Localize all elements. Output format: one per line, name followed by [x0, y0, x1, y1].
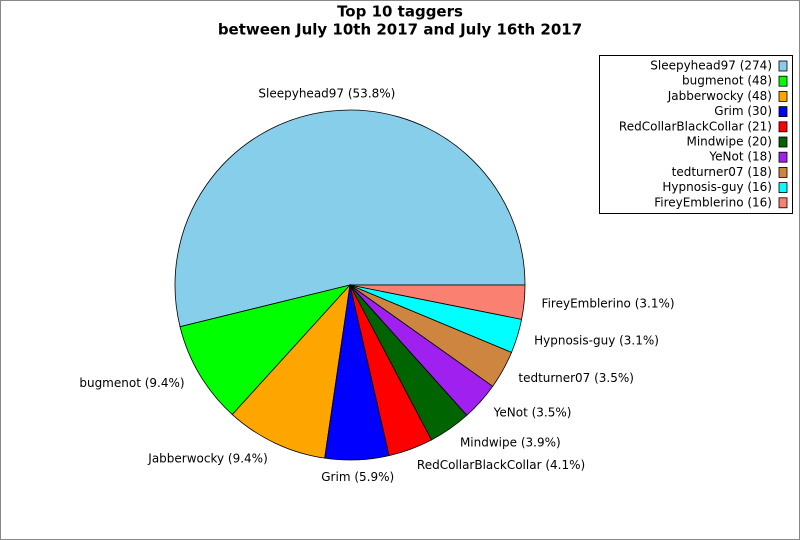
legend-label: Mindwipe (20): [686, 135, 772, 149]
pie-slice: [231, 283, 351, 459]
slice-label: bugmenot (9.4%): [79, 376, 184, 390]
legend-label: RedCollarBlackCollar (21): [619, 119, 772, 133]
legend-label: Sleepyhead97 (274): [650, 59, 772, 73]
legend-label: FireyEmblerino (16): [654, 195, 772, 209]
legend-label: Grim (30): [714, 104, 772, 118]
legend-swatch: [778, 75, 788, 87]
legend-swatch: [778, 151, 788, 163]
pie-slice: [179, 284, 352, 416]
slice-label: Jabberwocky (9.4%): [147, 452, 267, 466]
pie-slice: [349, 284, 526, 320]
slice-label: YeNot (3.5%): [493, 406, 572, 420]
chart-subtitle: between July 10th 2017 and July 16th 201…: [218, 21, 582, 39]
legend-swatch: [778, 166, 788, 178]
legend-box: [599, 55, 793, 214]
legend-swatch: [778, 60, 788, 72]
pie-slice: [174, 109, 526, 328]
legend-swatch: [778, 197, 788, 209]
chart-title: Top 10 taggers: [337, 3, 463, 21]
legend-label: Hypnosis-guy (16): [662, 180, 772, 194]
legend-label: tedturner07 (18): [672, 165, 772, 179]
legend-swatch: [778, 106, 788, 117]
legend-swatch: [778, 91, 788, 102]
slice-label: Sleepyhead97 (53.8%): [258, 86, 395, 100]
legend-swatch: [778, 121, 788, 133]
slice-label: Grim (5.9%): [321, 470, 394, 484]
slice-label: tedturner07 (3.5%): [518, 371, 634, 385]
legend-swatch: [778, 182, 788, 194]
slice-label: FireyEmblerino (3.1%): [542, 296, 675, 310]
slice-label: Hypnosis-guy (3.1%): [534, 334, 659, 348]
legend-label: Jabberwocky (48): [667, 89, 772, 103]
slice-label: RedCollarBlackCollar (4.1%): [417, 458, 585, 472]
legend-label: YeNot (18): [708, 150, 772, 164]
slice-label: Mindwipe (3.9%): [460, 436, 561, 450]
legend-swatch: [778, 136, 788, 148]
legend-label: bugmenot (48): [682, 74, 772, 88]
